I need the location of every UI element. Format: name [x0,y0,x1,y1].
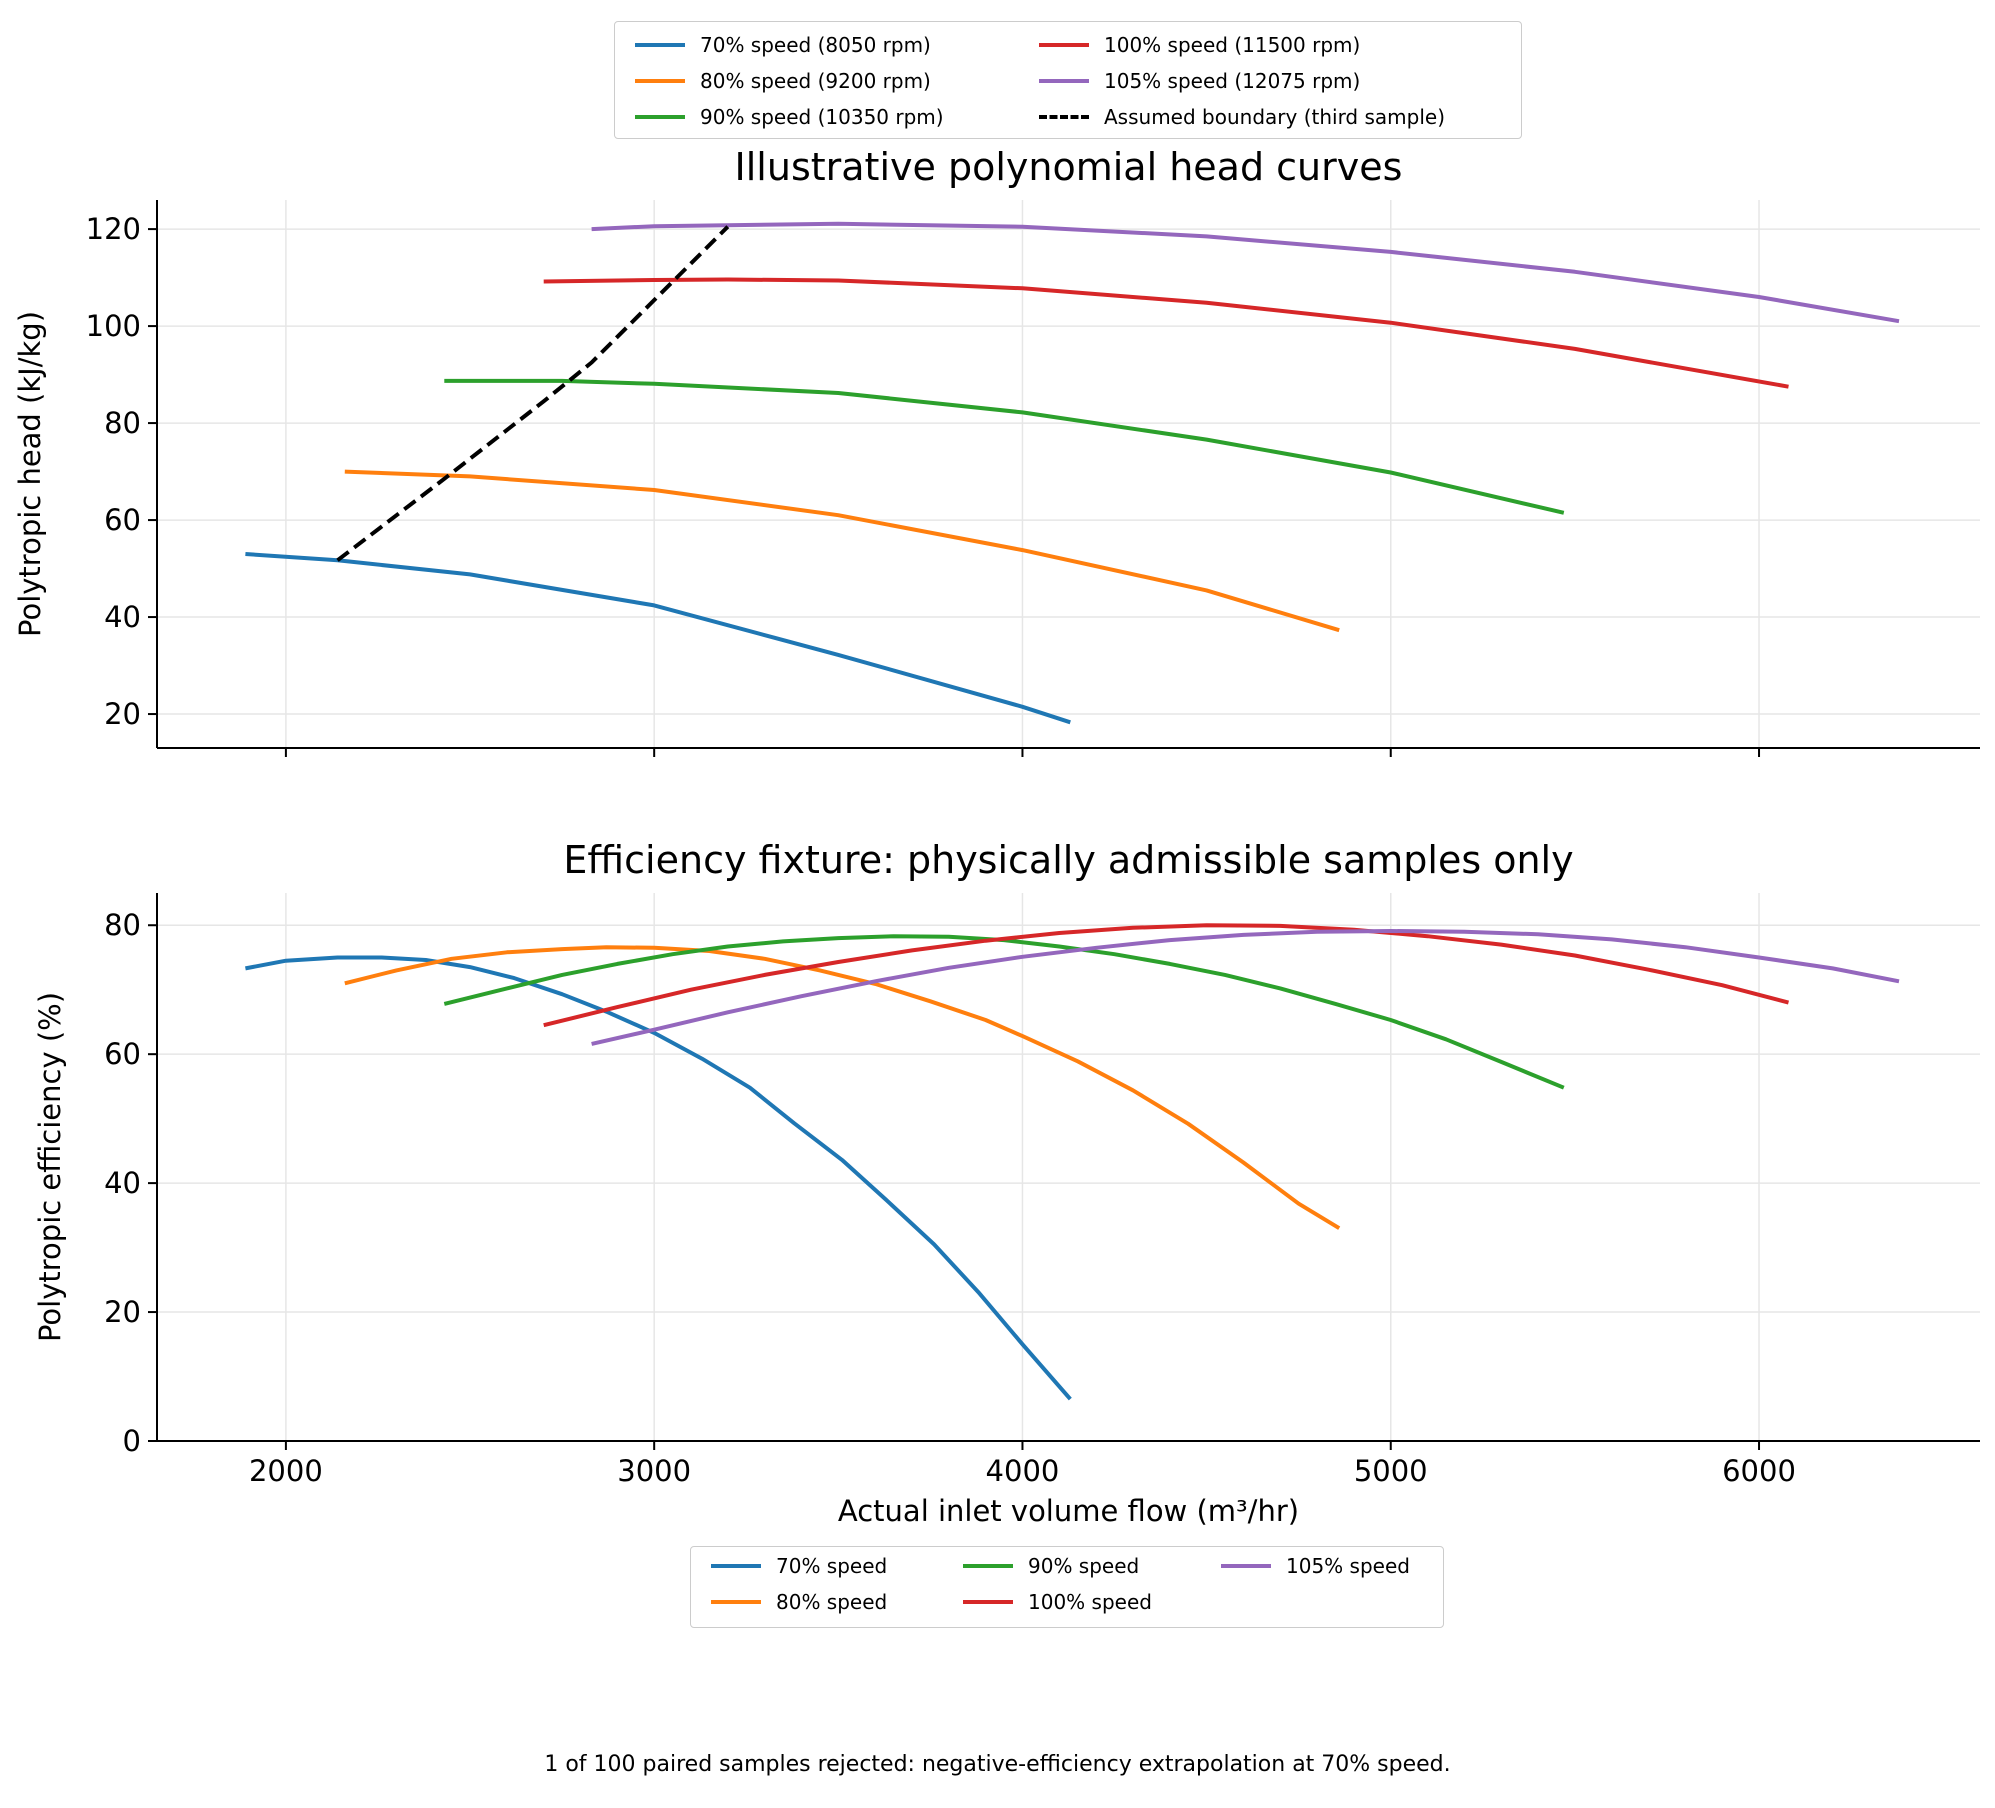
legend-swatch [711,1600,761,1604]
head-y-tick-label: 20 [104,697,141,731]
head-y-tick-label: 100 [86,309,141,343]
efficiency-series-line-1 [344,945,1341,1230]
head-series-line-1 [344,469,1340,633]
legend-swatch [1039,43,1089,47]
legend-label: Assumed boundary (third sample) [1104,105,1446,129]
efficiency-x-tick-label: 4000 [986,1454,1060,1488]
efficiency-y-tick-label: 60 [104,1037,141,1071]
legend-label: 70% speed [776,1554,888,1578]
efficiency-x-tick-label: 5000 [1354,1454,1428,1488]
efficiency-series-line-4 [591,929,1900,1046]
legend-swatch [963,1564,1013,1568]
efficiency-y-axis-label: Polytropic efficiency (%) [33,992,67,1342]
legend-swatch [635,43,685,47]
head-chart-title: Illustrative polynomial head curves [735,145,1403,189]
legend-label: 100% speed [1028,1590,1152,1614]
efficiency-y-tick-label: 20 [104,1295,141,1329]
legend-swatch [1039,115,1089,119]
efficiency-chart-title: Efficiency fixture: physically admissibl… [563,838,1573,882]
efficiency-y-tick-label: 0 [123,1424,141,1458]
legend-label: 80% speed (9200 rpm) [700,69,931,93]
head-y-tick-label: 120 [86,212,141,246]
efficiency-x-tick-label: 2000 [249,1454,323,1488]
legend-label: 90% speed [1028,1554,1140,1578]
head-series-line-2 [444,378,1565,515]
efficiency-y-tick-label: 80 [104,908,141,942]
legend-swatch [1221,1564,1271,1568]
efficiency-series-line-3 [543,923,1790,1028]
legend-label: 105% speed [1286,1554,1410,1578]
legend-efficiency-chart: 70% speed 80% speed 90% speed 100% speed 105… [690,1546,1444,1628]
legend-swatch [1039,79,1089,83]
legend-swatch [635,79,685,83]
head-series-line-5 [336,225,730,562]
legend-label: 90% speed (10350 rpm) [700,105,944,129]
legend-swatch [635,115,685,119]
efficiency-x-tick-label: 3000 [617,1454,691,1488]
head-chart [148,200,1980,757]
legend-swatch [711,1564,761,1568]
head-y-axis-label: Polytropic head (kJ/kg) [13,311,47,637]
legend-swatch [963,1600,1013,1604]
head-y-tick-label: 40 [104,600,141,634]
efficiency-series-line-0 [245,955,1072,1401]
legend-label: 105% speed (12075 rpm) [1104,69,1361,93]
legend-label: 70% speed (8050 rpm) [700,33,931,57]
footer-note: 1 of 100 paired samples rejected: negati… [544,1752,1451,1777]
legend-head-chart: 70% speed (8050 rpm) 80% speed (9200 rpm)… [614,21,1522,139]
efficiency-x-tick-label: 6000 [1722,1454,1796,1488]
legend-label: 80% speed [776,1590,888,1614]
legend-label: 100% speed (11500 rpm) [1104,33,1361,57]
efficiency-chart [148,893,1980,1450]
efficiency-x-axis-label: Actual inlet volume flow (m³/hr) [838,1494,1299,1528]
head-series-line-0 [245,552,1071,725]
head-y-tick-label: 80 [104,406,141,440]
efficiency-y-tick-label: 40 [104,1166,141,1200]
head-series-line-4 [591,221,1900,324]
head-y-tick-label: 60 [104,503,141,537]
head-series-line-3 [543,277,1789,389]
